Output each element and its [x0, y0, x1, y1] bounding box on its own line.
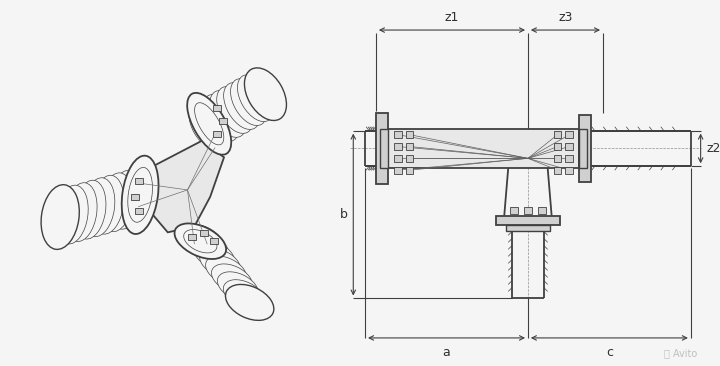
Bar	[496, 216, 559, 225]
Ellipse shape	[118, 168, 150, 227]
Polygon shape	[135, 208, 143, 214]
Ellipse shape	[217, 272, 258, 302]
Ellipse shape	[245, 68, 287, 120]
Ellipse shape	[217, 86, 253, 133]
Bar	[394, 131, 402, 138]
Bar	[565, 167, 573, 173]
Bar	[554, 131, 562, 138]
Ellipse shape	[41, 185, 79, 249]
Bar	[394, 167, 402, 173]
Text: z2: z2	[706, 142, 720, 155]
Text: Ⓐ Avito: Ⓐ Avito	[665, 348, 698, 358]
Polygon shape	[135, 178, 143, 184]
Ellipse shape	[212, 264, 252, 294]
Polygon shape	[213, 105, 221, 111]
Bar	[554, 143, 562, 150]
Text: a: a	[443, 346, 451, 359]
Bar	[580, 115, 591, 182]
Bar	[524, 207, 532, 214]
Ellipse shape	[187, 93, 231, 155]
Bar	[405, 155, 413, 162]
Ellipse shape	[199, 248, 240, 278]
Polygon shape	[131, 194, 139, 200]
Bar	[380, 129, 388, 168]
Bar	[565, 155, 573, 162]
Text: z1: z1	[445, 11, 459, 24]
Ellipse shape	[91, 175, 124, 234]
Ellipse shape	[196, 98, 233, 145]
Polygon shape	[213, 131, 221, 137]
Ellipse shape	[238, 75, 274, 122]
Ellipse shape	[203, 94, 239, 141]
Bar	[388, 129, 580, 168]
Ellipse shape	[174, 223, 226, 259]
Ellipse shape	[194, 240, 235, 270]
Bar	[510, 207, 518, 214]
Ellipse shape	[65, 183, 97, 242]
Bar	[363, 126, 693, 171]
Ellipse shape	[100, 173, 132, 232]
Ellipse shape	[122, 156, 158, 234]
Bar	[405, 131, 413, 138]
Text: c: c	[606, 346, 613, 359]
Bar	[554, 155, 562, 162]
Ellipse shape	[188, 232, 229, 262]
Ellipse shape	[182, 224, 222, 254]
Bar	[405, 143, 413, 150]
Polygon shape	[210, 238, 218, 244]
Polygon shape	[200, 230, 208, 236]
Bar	[565, 143, 573, 150]
Bar	[376, 113, 388, 184]
Ellipse shape	[230, 79, 267, 126]
Polygon shape	[219, 118, 227, 124]
Bar	[394, 143, 402, 150]
Bar	[405, 167, 413, 173]
Ellipse shape	[225, 284, 274, 320]
Text: b: b	[340, 208, 347, 221]
Bar	[565, 131, 573, 138]
Ellipse shape	[210, 90, 246, 137]
Text: z3: z3	[558, 11, 572, 24]
Bar	[538, 207, 546, 214]
Bar	[580, 129, 587, 168]
Ellipse shape	[224, 83, 260, 130]
Bar	[506, 225, 549, 231]
Ellipse shape	[56, 185, 89, 244]
Ellipse shape	[83, 178, 115, 236]
Ellipse shape	[223, 280, 264, 309]
Ellipse shape	[127, 165, 159, 224]
Ellipse shape	[73, 180, 106, 239]
Bar	[554, 167, 562, 173]
Polygon shape	[189, 234, 197, 240]
Bar	[394, 155, 402, 162]
Ellipse shape	[109, 171, 142, 229]
Polygon shape	[151, 141, 224, 232]
Ellipse shape	[189, 102, 225, 149]
Ellipse shape	[206, 256, 246, 285]
